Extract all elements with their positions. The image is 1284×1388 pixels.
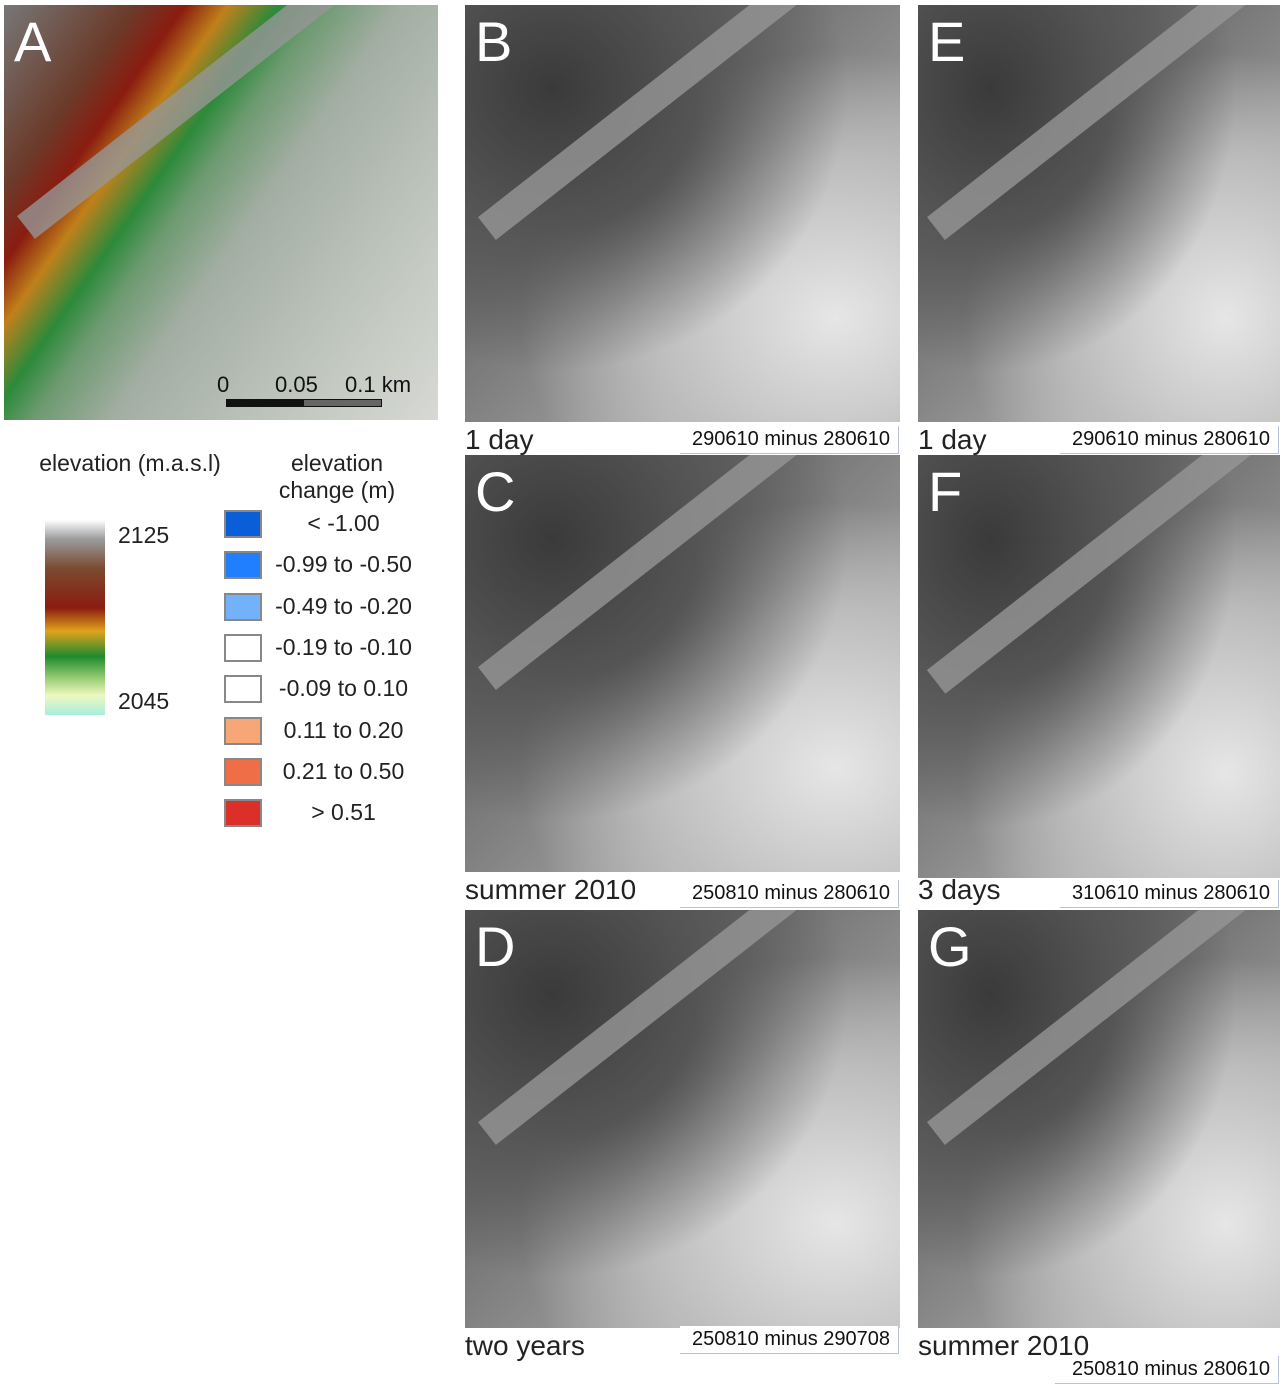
- scale-label: 0: [217, 372, 229, 398]
- river-channel: [478, 910, 900, 1145]
- map-panel: B: [465, 5, 900, 422]
- panel-letter: G: [928, 914, 972, 979]
- map-panel: C: [465, 455, 900, 872]
- map-panel: A: [4, 5, 438, 420]
- panel-caption: 1 day: [465, 424, 534, 456]
- legend-label: -0.49 to -0.20: [266, 593, 421, 620]
- panel-caption: 3 days: [918, 874, 1001, 906]
- map-panel: F: [918, 455, 1280, 878]
- panel-subtitle: 310610 minus 280610: [1060, 880, 1279, 908]
- panel-letter: A: [14, 9, 51, 74]
- river-channel: [927, 455, 1280, 693]
- panel-caption: two years: [465, 1330, 585, 1362]
- panel-subtitle: 290610 minus 280610: [1060, 426, 1279, 454]
- legend-label: -0.99 to -0.50: [266, 551, 421, 578]
- elevation-color-bar: [45, 520, 105, 715]
- legend-swatch: [224, 593, 262, 621]
- legend-swatch: [224, 634, 262, 662]
- legend-swatch: [224, 717, 262, 745]
- panel-letter: F: [928, 459, 962, 524]
- panel-letter: B: [475, 9, 512, 74]
- panel-caption: 1 day: [918, 424, 987, 456]
- panel-subtitle: 290610 minus 280610: [680, 426, 899, 454]
- scale-label: 0.05: [275, 372, 318, 398]
- legend-label: -0.19 to -0.10: [266, 634, 421, 661]
- elevation-legend-title: elevation (m.a.s.l): [20, 450, 240, 477]
- panel-subtitle: 250810 minus 280610: [680, 880, 899, 908]
- map-panel: D: [465, 910, 900, 1328]
- legend-label: < -1.00: [266, 510, 421, 537]
- river-channel: [927, 910, 1280, 1145]
- panel-caption: summer 2010: [465, 874, 636, 906]
- legend-label: -0.09 to 0.10: [266, 675, 421, 702]
- legend-swatch: [224, 799, 262, 827]
- river-channel: [17, 5, 438, 238]
- river-channel: [927, 5, 1280, 240]
- panel-letter: C: [475, 459, 515, 524]
- scale-label: 0.1 km: [345, 372, 411, 398]
- legend-label: 0.11 to 0.20: [266, 717, 421, 744]
- map-panel: G: [918, 910, 1280, 1328]
- map-panel: E: [918, 5, 1280, 422]
- scale-bar: [226, 399, 382, 407]
- elevation-min: 2045: [118, 688, 169, 715]
- panel-letter: E: [928, 9, 965, 74]
- panel-subtitle: 250810 minus 290708: [680, 1326, 899, 1354]
- change-legend-title: elevation change (m): [262, 450, 412, 504]
- river-channel: [478, 455, 900, 690]
- figure: elevation (m.a.s.l) 2125 2045 elevation …: [0, 0, 1284, 1388]
- legend-swatch: [224, 758, 262, 786]
- elevation-max: 2125: [118, 522, 169, 549]
- panel-subtitle: 250810 minus 280610: [1055, 1356, 1279, 1384]
- legend-label: 0.21 to 0.50: [266, 758, 421, 785]
- legend-label: > 0.51: [266, 799, 421, 826]
- panel-letter: D: [475, 914, 515, 979]
- river-channel: [478, 5, 900, 240]
- legend-swatch: [224, 510, 262, 538]
- legend-swatch: [224, 551, 262, 579]
- legend-swatch: [224, 675, 262, 703]
